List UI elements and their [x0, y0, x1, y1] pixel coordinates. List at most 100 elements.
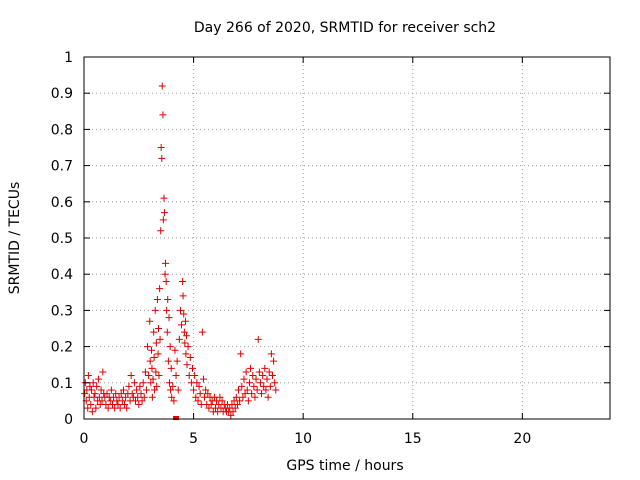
x-axis-marker [173, 416, 180, 420]
data-point [132, 397, 140, 405]
tick-labels: 00.10.20.30.40.50.60.70.80.910 5 10 15 20 [51, 50, 532, 447]
data-point [148, 346, 156, 354]
data-point [181, 339, 189, 347]
data-point [190, 386, 198, 394]
data-point [263, 375, 271, 383]
data-point [92, 404, 100, 412]
data-point [216, 393, 224, 401]
data-point [86, 382, 94, 390]
data-point [148, 393, 156, 401]
data-point [179, 292, 187, 300]
data-point [163, 306, 171, 314]
data-point [236, 397, 244, 405]
data-point [235, 386, 243, 394]
data-point [238, 382, 246, 390]
data-point [262, 386, 270, 394]
data-point [166, 343, 174, 351]
data-point [149, 375, 157, 383]
data-point [155, 372, 163, 380]
data-point [237, 350, 245, 358]
data-point [162, 277, 170, 285]
data-point [233, 401, 241, 409]
data-point [204, 390, 212, 398]
data-point [167, 364, 175, 372]
data-point [232, 393, 240, 401]
data-point [193, 379, 201, 387]
data-point [157, 227, 165, 235]
data-point [231, 404, 239, 412]
data-point [251, 393, 259, 401]
y-tick-label: 0.4 [51, 267, 73, 283]
data-point [156, 285, 164, 293]
data-point [258, 390, 266, 398]
data-point [152, 368, 160, 376]
data-point [160, 209, 168, 217]
chart-title: Day 266 of 2020, SRMTID for receiver sch… [194, 20, 496, 36]
data-point [205, 404, 213, 412]
data-point [156, 335, 164, 343]
data-point [135, 401, 143, 409]
data-point [98, 397, 106, 405]
data-point [94, 375, 102, 383]
data-point [248, 390, 256, 398]
data-point [173, 357, 181, 365]
data-point [172, 372, 180, 380]
data-point [249, 372, 257, 380]
data-point [245, 379, 253, 387]
data-point [266, 382, 274, 390]
x-tick-label: 5 [189, 431, 198, 447]
x-tick-label: 20 [513, 431, 531, 447]
y-tick-label: 0.2 [51, 340, 73, 356]
data-point [182, 350, 190, 358]
data-point [252, 375, 260, 383]
data-point [91, 390, 99, 398]
y-tick-label: 0.6 [51, 195, 73, 211]
data-point [140, 393, 148, 401]
data-point [199, 375, 207, 383]
data-point [161, 270, 169, 278]
y-tick-label: 0.5 [51, 231, 73, 247]
data-point [218, 397, 226, 405]
data-point [265, 368, 273, 376]
data-point [178, 321, 186, 329]
data-point [150, 328, 158, 336]
data-point [150, 353, 158, 361]
data-point [145, 372, 153, 380]
grid [84, 57, 610, 419]
data-point [188, 364, 196, 372]
x-tick-label: 10 [294, 431, 312, 447]
data-point [84, 404, 92, 412]
data-point [183, 332, 191, 340]
data-point [93, 382, 101, 390]
data-point [137, 390, 145, 398]
data-point [163, 328, 171, 336]
data-point [168, 393, 176, 401]
data-point [272, 386, 280, 394]
data-point [134, 393, 142, 401]
data-point [175, 335, 183, 343]
data-point [115, 393, 123, 401]
data-point [142, 386, 150, 394]
data-point [192, 393, 200, 401]
data-point [179, 277, 187, 285]
data-point [119, 386, 127, 394]
data-point [125, 382, 133, 390]
data-point [128, 390, 136, 398]
data-point [253, 386, 261, 394]
data-point [270, 357, 278, 365]
data-point [116, 404, 124, 412]
data-point [133, 386, 141, 394]
data-point [99, 368, 107, 376]
data-point [264, 393, 272, 401]
data-point [123, 404, 131, 412]
data-point [114, 401, 122, 409]
data-point [180, 310, 188, 318]
x-tick-label: 0 [80, 431, 89, 447]
data-point [160, 194, 168, 202]
data-point [158, 82, 166, 90]
data-point [180, 328, 188, 336]
data-point [87, 386, 95, 394]
data-point [153, 296, 161, 304]
data-point [259, 372, 267, 380]
